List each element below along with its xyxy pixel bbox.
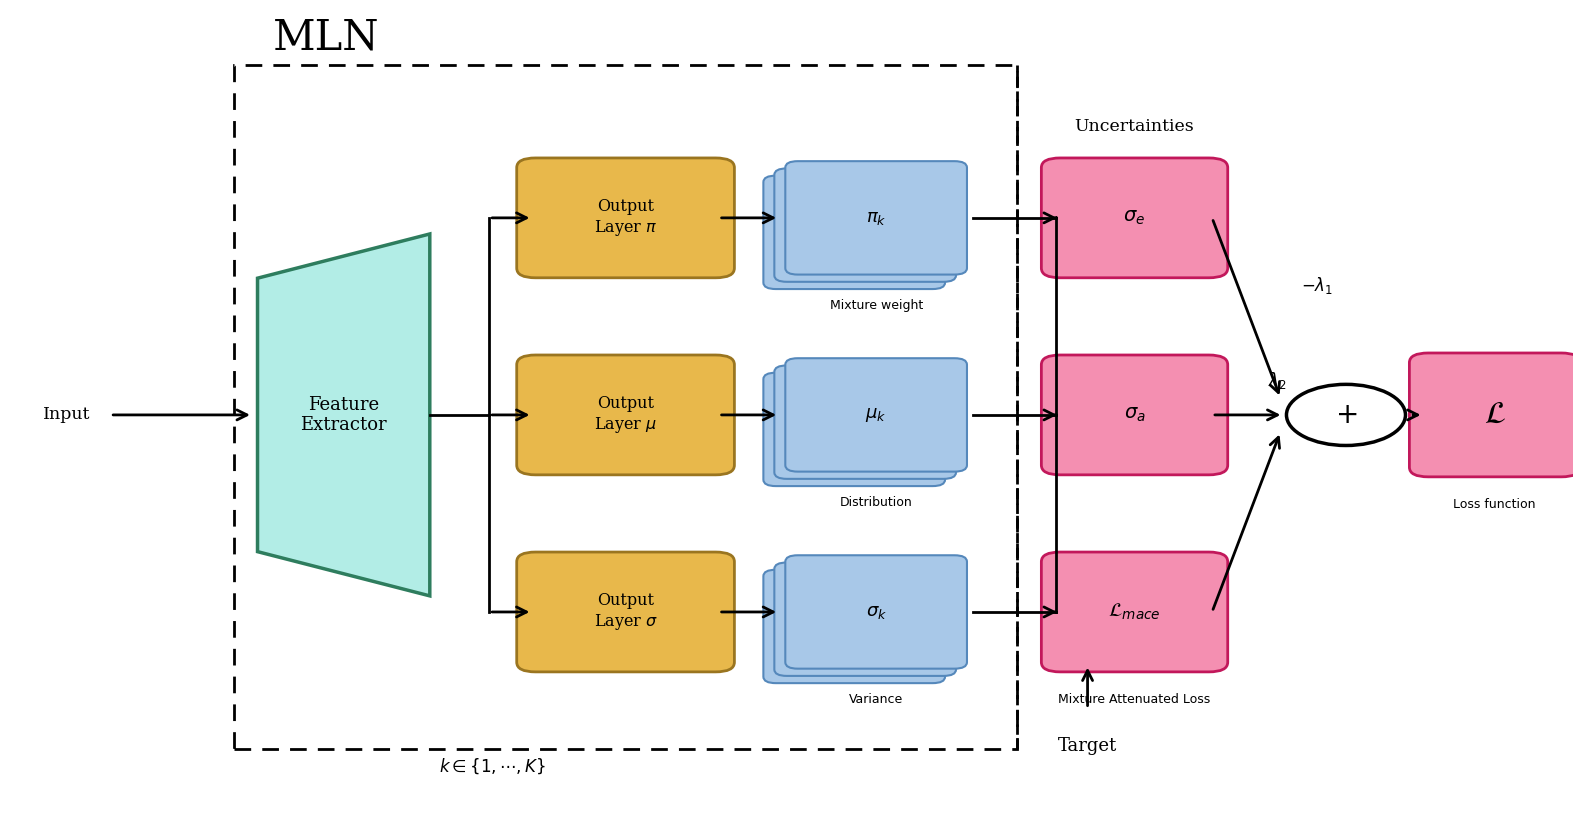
FancyBboxPatch shape <box>517 552 735 672</box>
Text: $\mu_k$: $\mu_k$ <box>866 406 886 424</box>
FancyBboxPatch shape <box>774 366 956 479</box>
Text: $\sigma_e$: $\sigma_e$ <box>1123 208 1146 227</box>
FancyBboxPatch shape <box>785 162 967 274</box>
FancyBboxPatch shape <box>774 563 956 676</box>
Text: Output
Layer $\pi$: Output Layer $\pi$ <box>594 198 657 238</box>
Text: Variance: Variance <box>848 693 904 706</box>
Text: $k \in \{1, \cdots, K\}$: $k \in \{1, \cdots, K\}$ <box>439 756 545 776</box>
Text: $\pi_k$: $\pi_k$ <box>866 208 886 227</box>
Text: $\lambda_2$: $\lambda_2$ <box>1269 370 1286 391</box>
FancyBboxPatch shape <box>1409 353 1580 477</box>
FancyBboxPatch shape <box>1041 355 1228 475</box>
Text: Output
Layer $\sigma$: Output Layer $\sigma$ <box>594 592 657 632</box>
Text: Mixture weight: Mixture weight <box>830 298 923 311</box>
Text: Input: Input <box>43 406 90 424</box>
Text: $-\lambda_1$: $-\lambda_1$ <box>1300 275 1334 297</box>
FancyBboxPatch shape <box>785 555 967 668</box>
Text: $\mathcal{L}$: $\mathcal{L}$ <box>1484 400 1506 430</box>
FancyBboxPatch shape <box>1041 158 1228 278</box>
Text: Distribution: Distribution <box>839 496 913 508</box>
Text: Loss function: Loss function <box>1454 498 1536 511</box>
Polygon shape <box>258 234 430 596</box>
FancyBboxPatch shape <box>1041 552 1228 672</box>
Bar <box>234 65 1018 749</box>
FancyBboxPatch shape <box>763 569 945 683</box>
Text: Target: Target <box>1059 737 1117 755</box>
FancyBboxPatch shape <box>517 158 735 278</box>
Text: $\sigma_a$: $\sigma_a$ <box>1123 405 1146 424</box>
FancyBboxPatch shape <box>763 176 945 289</box>
Text: $\mathcal{L}_{mace}$: $\mathcal{L}_{mace}$ <box>1108 602 1161 622</box>
Text: MLN: MLN <box>273 16 379 59</box>
FancyBboxPatch shape <box>774 168 956 282</box>
Text: Uncertainties: Uncertainties <box>1074 119 1194 135</box>
Text: Feature
Extractor: Feature Extractor <box>300 396 387 434</box>
Circle shape <box>1286 384 1406 446</box>
Text: Output
Layer $\mu$: Output Layer $\mu$ <box>594 395 657 435</box>
Text: $+$: $+$ <box>1335 401 1357 429</box>
Text: Mixture Attenuated Loss: Mixture Attenuated Loss <box>1059 693 1210 706</box>
FancyBboxPatch shape <box>785 358 967 471</box>
FancyBboxPatch shape <box>763 372 945 486</box>
Text: $\sigma_k$: $\sigma_k$ <box>866 603 886 621</box>
FancyBboxPatch shape <box>517 355 735 475</box>
